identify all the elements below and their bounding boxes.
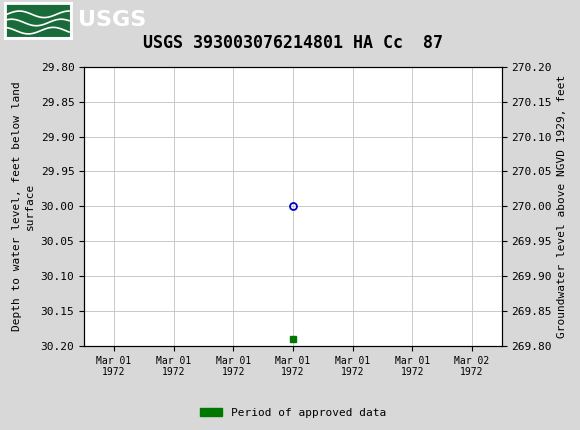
- Y-axis label: Depth to water level, feet below land
surface: Depth to water level, feet below land su…: [12, 82, 35, 331]
- Y-axis label: Groundwater level above NGVD 1929, feet: Groundwater level above NGVD 1929, feet: [557, 75, 567, 338]
- FancyBboxPatch shape: [5, 3, 71, 37]
- Legend: Period of approved data: Period of approved data: [195, 403, 390, 422]
- Text: USGS 393003076214801 HA Cc  87: USGS 393003076214801 HA Cc 87: [143, 34, 443, 52]
- Text: USGS: USGS: [78, 10, 147, 31]
